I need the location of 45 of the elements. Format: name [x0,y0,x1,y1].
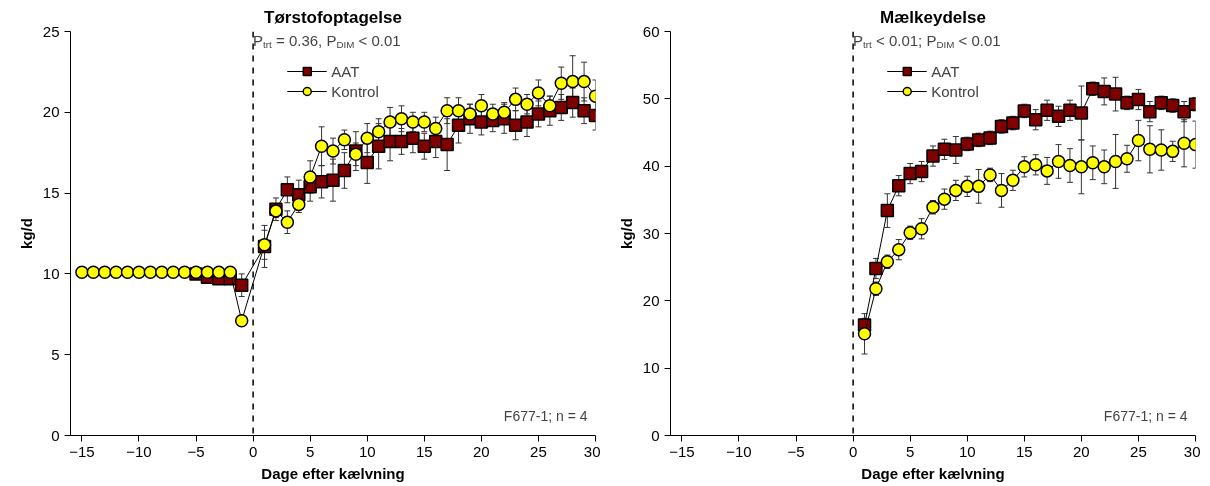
x-tick-label: −15 [69,442,95,460]
x-tick-label: 15 [1015,442,1033,460]
y-tick-label: 50 [642,89,660,107]
chart-title: Mælkeydelse [880,7,986,27]
x-tick-label: 20 [473,442,490,460]
x-tick-label: 10 [958,442,976,460]
annotation: F677-1; n = 4 [1103,407,1188,424]
x-tick-label: 0 [248,442,258,460]
y-tick-label: 25 [42,22,60,40]
x-tick-label: 20 [1073,442,1090,460]
y-tick-label: 30 [642,224,660,242]
x-tick-label: 25 [1130,442,1147,460]
legend-label: Kontrol [331,82,379,100]
x-tick-label: 30 [583,442,601,460]
x-tick-label: −10 [726,442,752,460]
y-tick-label: 0 [51,426,60,444]
x-tick-label: 30 [1183,442,1201,460]
x-axis-title: Dage efter kælvning [261,464,405,482]
y-tick-label: 20 [642,291,660,309]
legend-label: Kontrol [931,82,979,100]
x-tick-label: 0 [848,442,858,460]
x-tick-label: −10 [126,442,152,460]
y-tick-label: 60 [642,22,660,40]
y-tick-label: 5 [51,345,60,363]
y-tick-label: 0 [651,426,660,444]
legend-label: AAT [331,62,360,80]
y-tick-label: 10 [42,264,60,282]
annotation: F677-1; n = 4 [503,407,588,424]
y-tick-label: 15 [42,184,60,202]
x-axis-title: Dage efter kælvning [861,464,1005,482]
y-tick-label: 10 [642,359,660,377]
x-tick-label: 10 [358,442,376,460]
x-tick-label: 5 [306,442,315,460]
legend-label: AAT [931,62,960,80]
y-tick-label: 40 [642,157,660,175]
x-tick-label: 15 [415,442,433,460]
x-tick-label: −15 [669,442,695,460]
x-tick-label: −5 [787,442,805,460]
chart-title: Tørstofoptagelse [264,7,402,27]
x-tick-label: 5 [906,442,915,460]
y-tick-label: 20 [42,103,60,121]
y-axis-title: kg/d [617,218,635,249]
x-tick-label: −5 [187,442,205,460]
x-tick-label: 25 [530,442,547,460]
y-axis-title: kg/d [17,218,35,249]
